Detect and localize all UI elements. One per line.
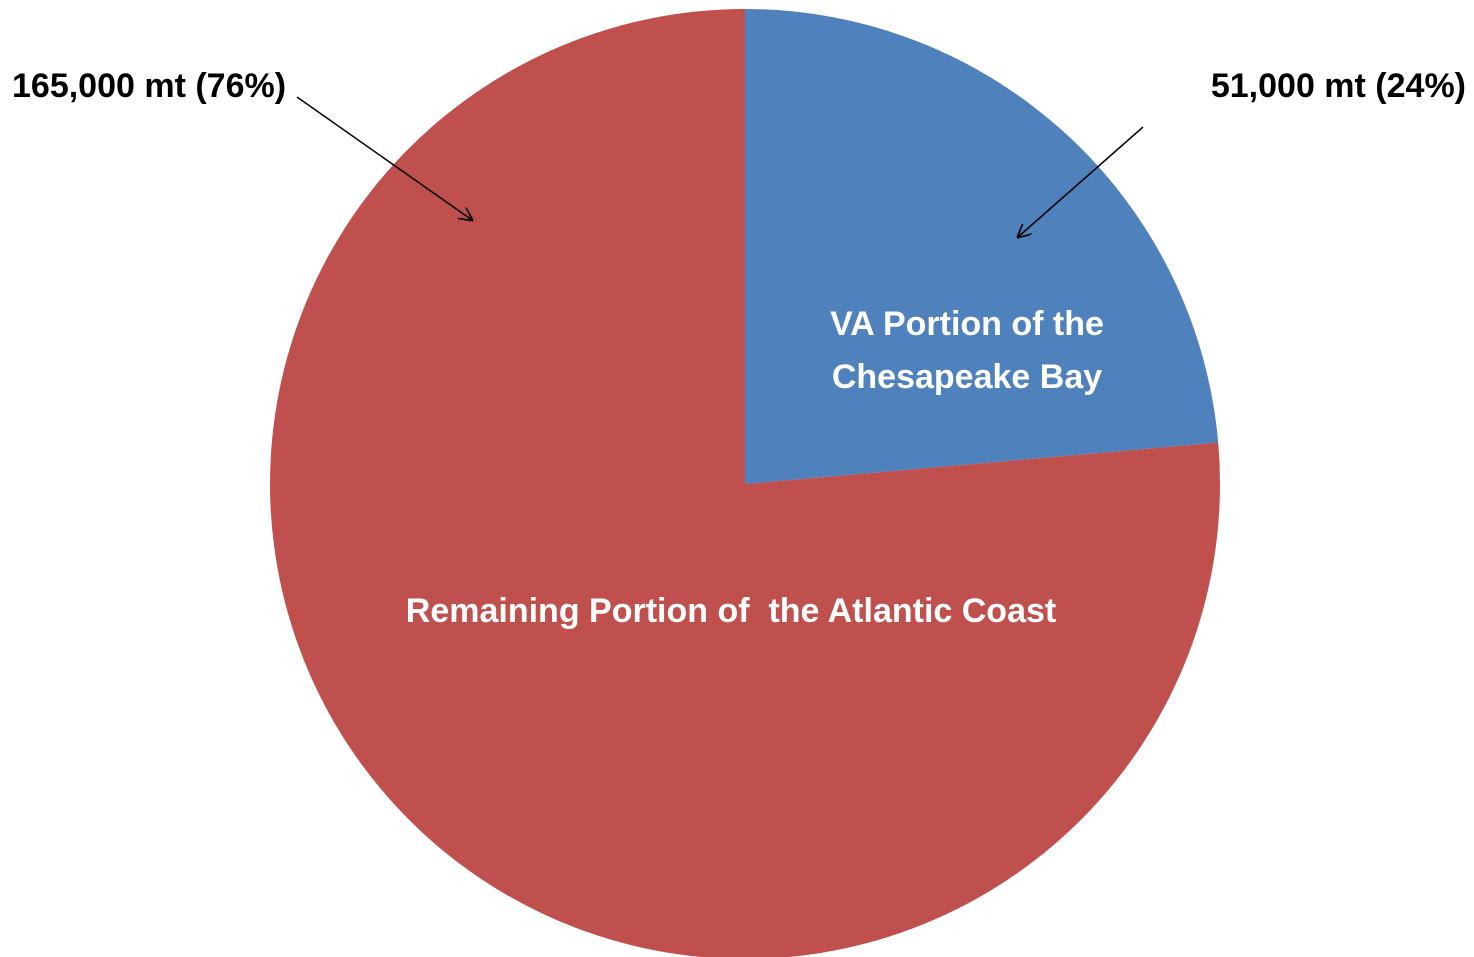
pie-slice [745,9,1219,484]
slice-label: VA Portion of the Chesapeake Bay [830,305,1114,396]
arrow [1018,126,1144,237]
slice-label: Remaining Portion of the Atlantic Coast [405,592,1057,630]
value-label: 165,000 mt (76%) [12,67,287,105]
pie-slice [270,9,1220,957]
value-label: 51,000 mt (24%) [1210,67,1466,105]
arrow [296,96,472,220]
